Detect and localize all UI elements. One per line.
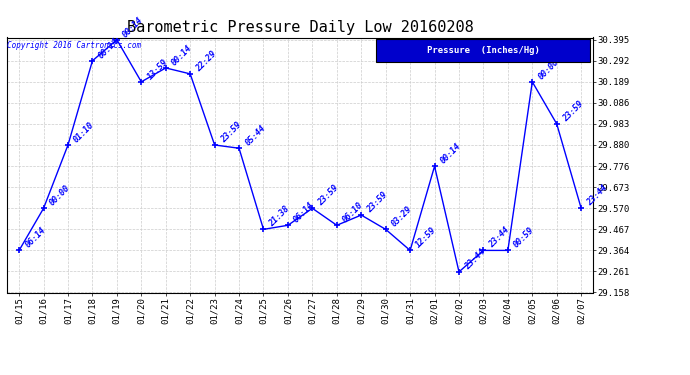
Text: 00:00: 00:00 — [48, 183, 72, 207]
Text: 00:00: 00:00 — [536, 57, 560, 81]
Text: 23:59: 23:59 — [366, 190, 389, 214]
Text: 05:44: 05:44 — [243, 123, 267, 147]
Text: 06:10: 06:10 — [341, 201, 365, 225]
Text: 23:59: 23:59 — [317, 183, 341, 207]
Text: 23:59: 23:59 — [561, 99, 585, 123]
Text: 00:59: 00:59 — [512, 226, 536, 250]
Text: 06:14: 06:14 — [292, 201, 316, 225]
Text: 23:44: 23:44 — [585, 183, 609, 207]
Text: 00:14: 00:14 — [97, 36, 121, 60]
Text: 00:14: 00:14 — [121, 15, 145, 39]
Text: Pressure  (Inches/Hg): Pressure (Inches/Hg) — [427, 46, 540, 55]
Text: 00:14: 00:14 — [170, 43, 194, 67]
Text: 23:59: 23:59 — [219, 120, 243, 144]
Title: Barometric Pressure Daily Low 20160208: Barometric Pressure Daily Low 20160208 — [127, 20, 473, 35]
Text: 13:59: 13:59 — [146, 57, 170, 81]
Text: 23:44: 23:44 — [488, 226, 512, 250]
FancyBboxPatch shape — [377, 39, 591, 62]
Text: 21:38: 21:38 — [268, 204, 292, 229]
Text: 22:29: 22:29 — [195, 49, 219, 73]
Text: 23:44: 23:44 — [463, 247, 487, 271]
Text: 03:29: 03:29 — [390, 204, 414, 229]
Text: Copyright 2016 Cartronics.com: Copyright 2016 Cartronics.com — [8, 41, 141, 50]
Text: 06:14: 06:14 — [23, 226, 48, 250]
Text: 01:10: 01:10 — [72, 120, 96, 144]
Text: 00:14: 00:14 — [439, 141, 463, 165]
Text: 12:59: 12:59 — [414, 226, 438, 250]
